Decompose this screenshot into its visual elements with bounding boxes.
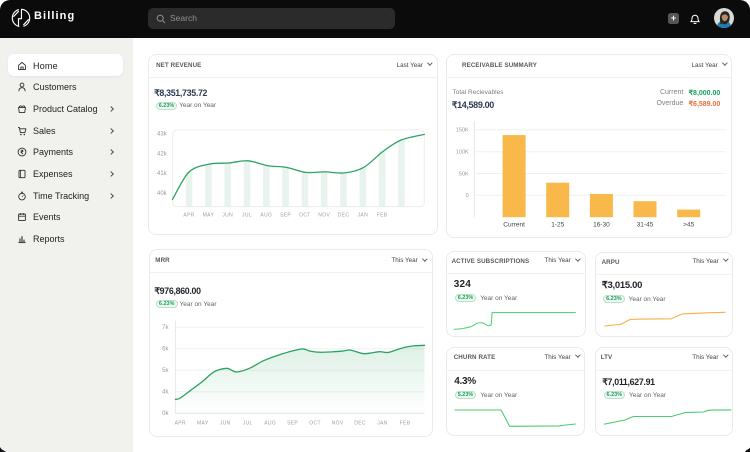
svg-text:JAN: JAN [377, 421, 388, 427]
svg-text:JUL: JUL [242, 212, 252, 218]
svg-text:0: 0 [466, 193, 469, 199]
svg-text:Current: Current [504, 222, 526, 229]
svg-text:4k: 4k [162, 390, 169, 396]
svg-text:16-30: 16-30 [593, 222, 610, 229]
svg-text:42k: 42k [157, 151, 168, 157]
svg-text:JUL: JUL [242, 421, 252, 427]
svg-text:SEP: SEP [280, 212, 291, 218]
svg-text:MAY: MAY [203, 212, 215, 218]
svg-text:0k: 0k [162, 411, 169, 417]
svg-text:7k: 7k [162, 325, 169, 331]
svg-text:AUG: AUG [261, 212, 273, 218]
svg-text:1-25: 1-25 [551, 222, 564, 229]
svg-text:AUG: AUG [264, 421, 276, 427]
svg-text:40k: 40k [157, 190, 168, 196]
svg-text:43k: 43k [157, 131, 168, 137]
svg-text:JAN: JAN [358, 212, 369, 218]
svg-text:31-45: 31-45 [637, 222, 654, 229]
svg-text:FEB: FEB [399, 421, 410, 427]
svg-text:DEC: DEC [338, 212, 350, 218]
svg-text:FEB: FEB [377, 212, 388, 218]
svg-text:APR: APR [174, 421, 185, 427]
svg-text:>45: >45 [683, 222, 694, 229]
svg-text:41k: 41k [157, 171, 168, 177]
svg-text:NOV: NOV [331, 421, 343, 427]
svg-text:SEP: SEP [287, 421, 298, 427]
svg-text:50K: 50K [459, 172, 469, 178]
svg-text:MAY: MAY [197, 421, 209, 427]
svg-text:100K: 100K [456, 150, 469, 156]
svg-text:JUN: JUN [223, 212, 234, 218]
svg-text:150K: 150K [456, 128, 469, 134]
svg-text:OCT: OCT [299, 212, 311, 218]
svg-text:APR: APR [184, 212, 195, 218]
svg-text:DEC: DEC [354, 421, 366, 427]
svg-text:NOV: NOV [319, 212, 331, 218]
svg-text:JUN: JUN [219, 421, 230, 427]
svg-text:6k: 6k [162, 347, 169, 353]
svg-text:5k: 5k [162, 368, 169, 374]
svg-text:OCT: OCT [309, 421, 321, 427]
